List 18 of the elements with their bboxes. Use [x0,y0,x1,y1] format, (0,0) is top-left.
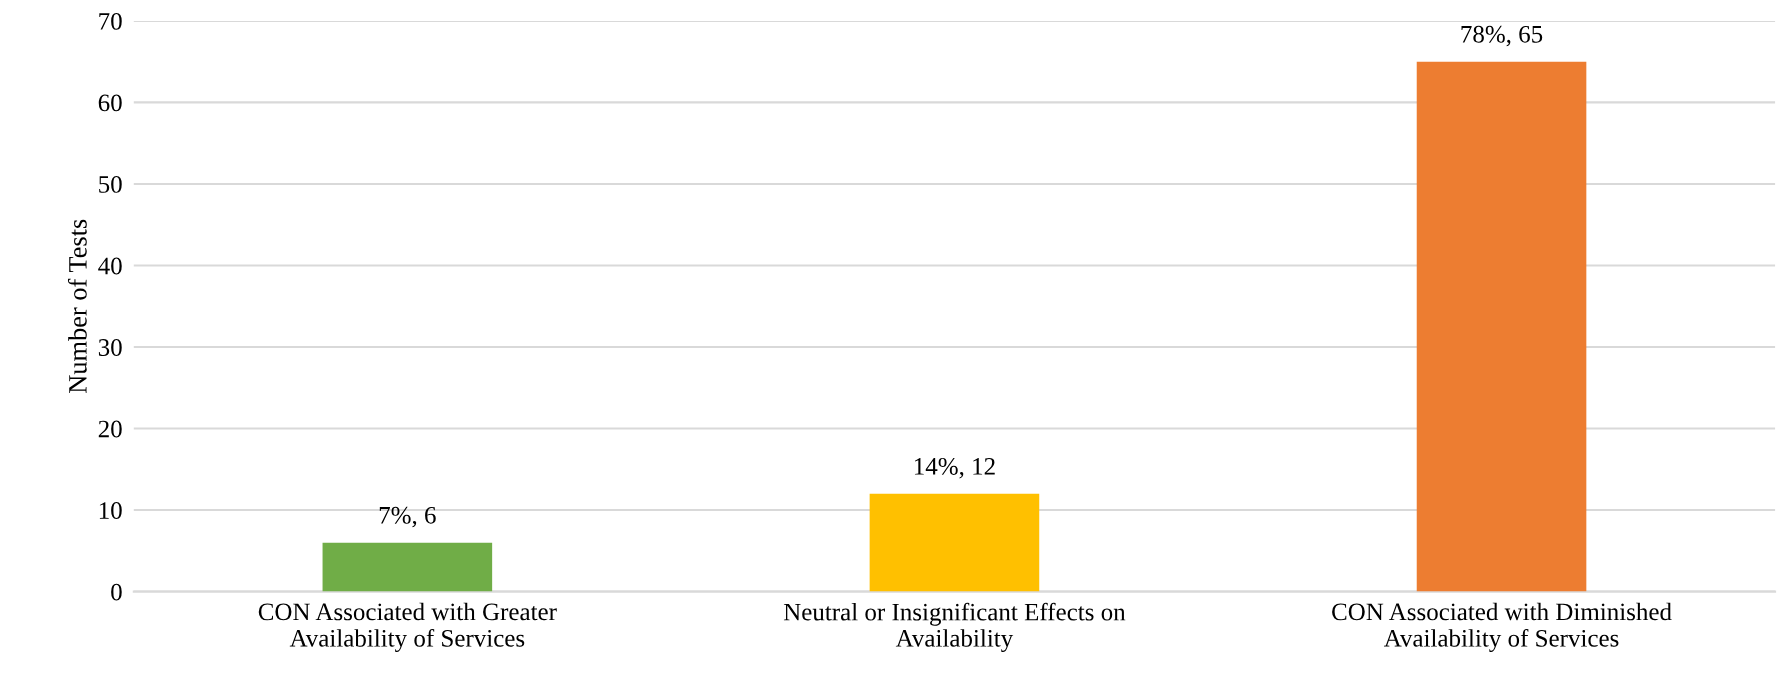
x-tick-label: CON Associated with Diminished Availability of Services [1332,602,1672,652]
bar [322,542,493,592]
data-label: 78%, 65 [1461,25,1543,47]
y-tick-label: 70 [99,12,122,30]
y-tick-label: 10 [99,502,122,519]
y-tick-label: 50 [99,175,122,193]
y-tick-label: 20 [98,420,122,438]
data-label: 14%, 12 [914,457,995,479]
y-tick-label: 0 [111,583,122,601]
y-tick-label: 60 [98,94,122,112]
bar [1416,61,1587,592]
y-tick-label: 30 [98,339,122,356]
y-axis-title: Number of Tests [67,219,87,393]
x-tick-label: Neutral or Insignificant Effects on Availability [783,602,1126,652]
x-tick-label: CON Associated with Greater Availability of Services [258,602,557,652]
bar [869,493,1040,592]
y-tick-label: 40 [98,257,122,275]
data-label: 7%, 6 [379,506,436,528]
